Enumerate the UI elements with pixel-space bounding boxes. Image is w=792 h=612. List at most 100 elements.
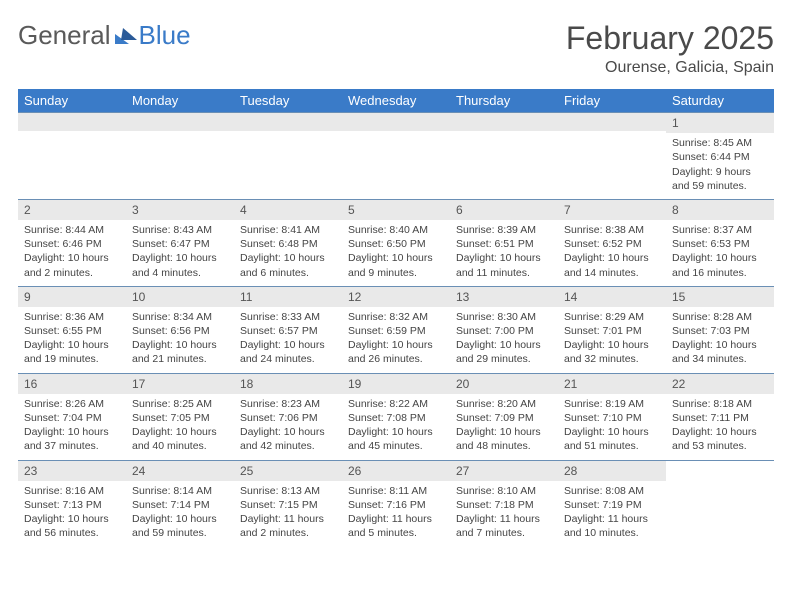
sunrise-text: Sunrise: 8:39 AM [456,223,552,237]
logo-icon [115,26,137,44]
day-number-bar: 12 [342,287,450,307]
day-number-bar: 3 [126,200,234,220]
sunrise-text: Sunrise: 8:45 AM [672,136,768,150]
sunrise-text: Sunrise: 8:40 AM [348,223,444,237]
day-cell [126,113,234,199]
sunset-text: Sunset: 7:18 PM [456,498,552,512]
sunrise-text: Sunrise: 8:36 AM [24,310,120,324]
day-body: Sunrise: 8:22 AMSunset: 7:08 PMDaylight:… [342,394,450,460]
day-number-bar: 14 [558,287,666,307]
sunset-text: Sunset: 7:08 PM [348,411,444,425]
day-body: Sunrise: 8:18 AMSunset: 7:11 PMDaylight:… [666,394,774,460]
day-cell: 28Sunrise: 8:08 AMSunset: 7:19 PMDayligh… [558,461,666,547]
daylight-text: Daylight: 10 hours and 32 minutes. [564,338,660,366]
sunrise-text: Sunrise: 8:16 AM [24,484,120,498]
day-cell: 3Sunrise: 8:43 AMSunset: 6:47 PMDaylight… [126,200,234,286]
daylight-text: Daylight: 10 hours and 56 minutes. [24,512,120,540]
day-header-fri: Friday [558,89,666,112]
sunset-text: Sunset: 6:47 PM [132,237,228,251]
daylight-text: Daylight: 10 hours and 9 minutes. [348,251,444,279]
day-number-bar: 8 [666,200,774,220]
day-header-thu: Thursday [450,89,558,112]
day-body: Sunrise: 8:29 AMSunset: 7:01 PMDaylight:… [558,307,666,373]
daylight-text: Daylight: 10 hours and 11 minutes. [456,251,552,279]
day-number-bar: 11 [234,287,342,307]
day-number-bar: 5 [342,200,450,220]
day-header-tue: Tuesday [234,89,342,112]
sunset-text: Sunset: 7:10 PM [564,411,660,425]
sunrise-text: Sunrise: 8:37 AM [672,223,768,237]
day-cell [234,113,342,199]
day-cell: 24Sunrise: 8:14 AMSunset: 7:14 PMDayligh… [126,461,234,547]
day-number-bar: 2 [18,200,126,220]
day-number-bar [342,113,450,131]
sunset-text: Sunset: 6:59 PM [348,324,444,338]
day-number-bar [18,113,126,131]
sunset-text: Sunset: 7:05 PM [132,411,228,425]
daylight-text: Daylight: 11 hours and 5 minutes. [348,512,444,540]
day-body: Sunrise: 8:16 AMSunset: 7:13 PMDaylight:… [18,481,126,547]
day-cell: 14Sunrise: 8:29 AMSunset: 7:01 PMDayligh… [558,287,666,373]
daylight-text: Daylight: 10 hours and 40 minutes. [132,425,228,453]
day-cell: 18Sunrise: 8:23 AMSunset: 7:06 PMDayligh… [234,374,342,460]
day-body: Sunrise: 8:10 AMSunset: 7:18 PMDaylight:… [450,481,558,547]
week-row: 23Sunrise: 8:16 AMSunset: 7:13 PMDayligh… [18,460,774,547]
day-cell: 22Sunrise: 8:18 AMSunset: 7:11 PMDayligh… [666,374,774,460]
day-body: Sunrise: 8:13 AMSunset: 7:15 PMDaylight:… [234,481,342,547]
sunrise-text: Sunrise: 8:23 AM [240,397,336,411]
sunrise-text: Sunrise: 8:10 AM [456,484,552,498]
daylight-text: Daylight: 10 hours and 37 minutes. [24,425,120,453]
day-body: Sunrise: 8:25 AMSunset: 7:05 PMDaylight:… [126,394,234,460]
calendar: Sunday Monday Tuesday Wednesday Thursday… [18,89,774,546]
day-body: Sunrise: 8:33 AMSunset: 6:57 PMDaylight:… [234,307,342,373]
day-cell: 19Sunrise: 8:22 AMSunset: 7:08 PMDayligh… [342,374,450,460]
day-number-bar: 19 [342,374,450,394]
sunrise-text: Sunrise: 8:29 AM [564,310,660,324]
day-body: Sunrise: 8:19 AMSunset: 7:10 PMDaylight:… [558,394,666,460]
day-body: Sunrise: 8:43 AMSunset: 6:47 PMDaylight:… [126,220,234,286]
week-row: 16Sunrise: 8:26 AMSunset: 7:04 PMDayligh… [18,373,774,460]
sunrise-text: Sunrise: 8:44 AM [24,223,120,237]
day-body: Sunrise: 8:37 AMSunset: 6:53 PMDaylight:… [666,220,774,286]
day-cell: 9Sunrise: 8:36 AMSunset: 6:55 PMDaylight… [18,287,126,373]
sunset-text: Sunset: 7:19 PM [564,498,660,512]
month-title: February 2025 [566,20,774,57]
daylight-text: Daylight: 10 hours and 6 minutes. [240,251,336,279]
day-number-bar: 28 [558,461,666,481]
day-cell: 13Sunrise: 8:30 AMSunset: 7:00 PMDayligh… [450,287,558,373]
day-number-bar: 9 [18,287,126,307]
daylight-text: Daylight: 11 hours and 10 minutes. [564,512,660,540]
daylight-text: Daylight: 10 hours and 26 minutes. [348,338,444,366]
daylight-text: Daylight: 10 hours and 29 minutes. [456,338,552,366]
day-number-bar: 7 [558,200,666,220]
day-body: Sunrise: 8:36 AMSunset: 6:55 PMDaylight:… [18,307,126,373]
week-row: 1Sunrise: 8:45 AMSunset: 6:44 PMDaylight… [18,112,774,199]
daylight-text: Daylight: 9 hours and 59 minutes. [672,165,768,193]
sunset-text: Sunset: 6:57 PM [240,324,336,338]
day-number-bar: 27 [450,461,558,481]
day-cell: 15Sunrise: 8:28 AMSunset: 7:03 PMDayligh… [666,287,774,373]
day-number-bar: 26 [342,461,450,481]
day-number-bar: 25 [234,461,342,481]
day-body: Sunrise: 8:45 AMSunset: 6:44 PMDaylight:… [666,133,774,199]
day-cell: 27Sunrise: 8:10 AMSunset: 7:18 PMDayligh… [450,461,558,547]
day-cell: 16Sunrise: 8:26 AMSunset: 7:04 PMDayligh… [18,374,126,460]
day-number-bar: 24 [126,461,234,481]
day-number-bar: 15 [666,287,774,307]
day-cell: 7Sunrise: 8:38 AMSunset: 6:52 PMDaylight… [558,200,666,286]
day-cell: 2Sunrise: 8:44 AMSunset: 6:46 PMDaylight… [18,200,126,286]
sunrise-text: Sunrise: 8:28 AM [672,310,768,324]
day-number-bar: 22 [666,374,774,394]
day-number-bar: 16 [18,374,126,394]
day-cell [558,113,666,199]
daylight-text: Daylight: 10 hours and 42 minutes. [240,425,336,453]
day-cell [18,113,126,199]
logo: General Blue [18,20,191,51]
day-cell: 25Sunrise: 8:13 AMSunset: 7:15 PMDayligh… [234,461,342,547]
sunrise-text: Sunrise: 8:22 AM [348,397,444,411]
daylight-text: Daylight: 11 hours and 2 minutes. [240,512,336,540]
sunset-text: Sunset: 6:50 PM [348,237,444,251]
day-body: Sunrise: 8:23 AMSunset: 7:06 PMDaylight:… [234,394,342,460]
day-number-bar: 6 [450,200,558,220]
day-cell: 10Sunrise: 8:34 AMSunset: 6:56 PMDayligh… [126,287,234,373]
